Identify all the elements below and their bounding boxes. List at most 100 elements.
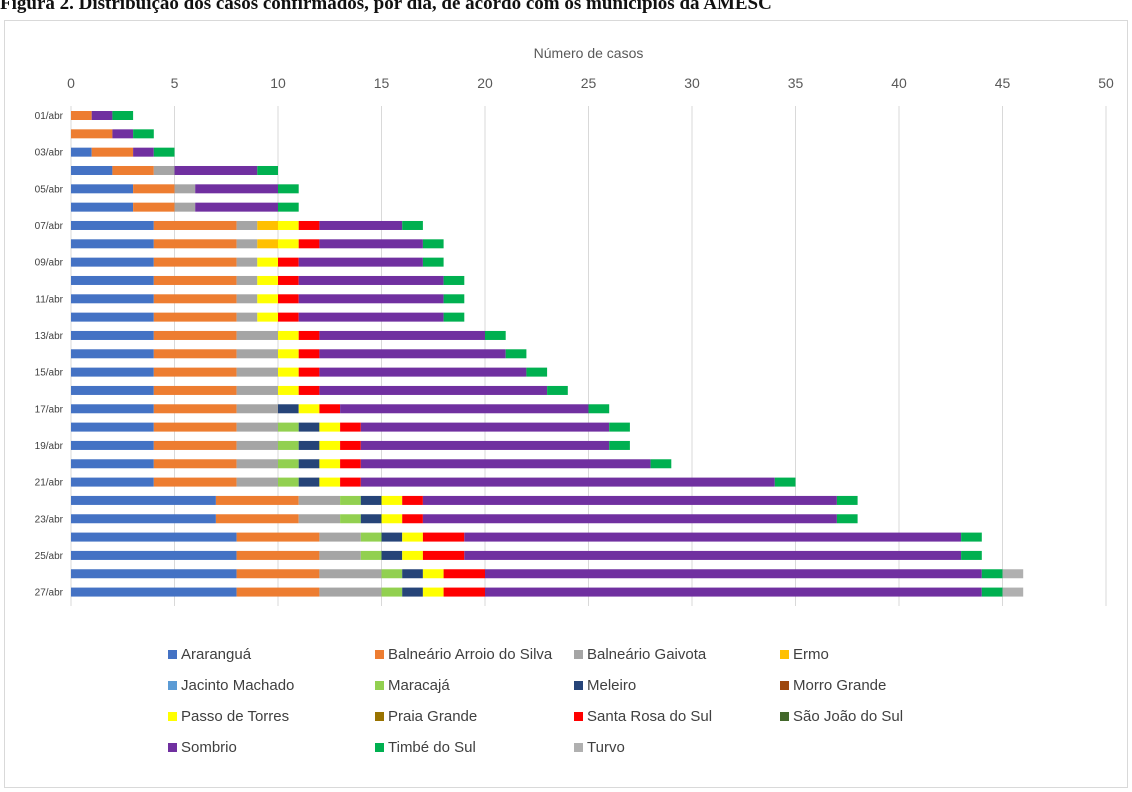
bar-segment [340,440,361,450]
bar-segment [319,349,506,359]
bar-segment [422,239,444,249]
bar-segment [298,312,444,322]
legend-swatch [168,742,177,752]
bar-segment [236,532,320,542]
bar-segment [278,477,299,487]
bar-segment [278,294,299,304]
legend-swatch [168,649,177,659]
legend-item: Ermo [780,644,829,664]
bar-segment [71,184,134,194]
bar-segment [340,404,589,414]
bar-segment [236,459,278,469]
bar-segment [836,514,858,524]
bar-segment [153,294,237,304]
figure-title: Figura 2. Distribuição dos casos confirm… [0,0,772,14]
bar-segment [422,495,837,505]
bar-segment [278,330,299,340]
x-tick-label: 10 [270,75,286,91]
bar-segment [71,404,154,414]
legend-item: Maracajá [375,675,450,695]
bar-segment [236,275,258,285]
bar-segment [360,514,382,524]
legend-swatch [780,680,789,690]
bar-segment [278,202,299,212]
bar-segment [174,184,196,194]
legend-label: Timbé do Sul [388,738,476,756]
bar-segment [257,275,278,285]
bar-segment [153,312,237,322]
bar-segment [443,587,485,597]
bar-segment [91,111,113,120]
bar-segment [774,477,796,487]
legend-swatch [574,649,583,659]
bar-segment [71,111,92,120]
bar-segment [133,184,175,194]
bar-segment [71,202,134,212]
x-tick-label: 15 [374,75,390,91]
bar-segment [526,367,548,377]
bar-segment [298,514,341,524]
bar-segment [340,514,361,524]
y-category-label: 03/abr [35,148,64,159]
bar-segment [236,349,278,359]
bar-segment [278,312,299,322]
legend-item: Jacinto Machado [168,675,294,695]
legend-item: Morro Grande [780,675,886,695]
legend-label: Jacinto Machado [181,676,295,694]
bar-segment [422,257,444,267]
bar-segment [278,349,299,359]
bar-segment [402,220,423,230]
y-category-label: 09/abr [35,258,64,269]
legend-label: Santa Rosa do Sul [587,707,713,725]
legend-swatch [375,711,384,721]
bar-segment [71,569,237,579]
bar-segment [298,367,320,377]
bar-segment [215,514,299,524]
bar-segment [153,257,237,267]
bar-segment [485,587,982,597]
legend-swatch [780,711,789,721]
bar-segment [319,239,423,249]
bar-segment [443,294,465,304]
bar-segment [505,349,527,359]
bar-segment [319,367,527,377]
bar-segment [278,184,299,194]
bar-segment [402,532,423,542]
bar-segment [236,294,258,304]
bar-segment [71,459,154,469]
bar-segment [257,312,278,322]
legend-label: Maracajá [388,676,450,694]
bar-segment [319,220,403,230]
legend-item: Balneário Arroio do Silva [375,644,552,664]
bar-segment [71,275,154,285]
bar-segment [236,422,278,432]
bar-segment [360,477,775,487]
bar-segment [153,147,175,157]
bar-segment [381,587,403,597]
bar-segment [1002,587,1024,597]
bar-segment [153,422,237,432]
bar-segment [464,550,962,560]
legend-swatch [168,680,177,690]
bar-segment [319,385,548,395]
bar-segment [402,550,423,560]
bar-segment [319,550,361,560]
y-category-label: 19/abr [35,441,64,452]
bar-segment [71,587,237,597]
legend-swatch [375,649,384,659]
x-tick-label: 30 [684,75,700,91]
bar-segment [298,440,320,450]
y-category-label: 13/abr [35,331,64,342]
bar-segment [443,312,465,322]
bar-segment [153,349,237,359]
bar-segment [153,220,237,230]
bar-segment [961,532,982,542]
x-tick-label: 35 [788,75,804,91]
bar-segment [153,330,237,340]
bar-segment [91,147,134,157]
bar-segment [298,385,320,395]
bar-segment [71,239,154,249]
y-axis-categories: 01/abr 03/abr 05/abr 07/abr 09/abr 11/abr 13/a… [35,111,64,599]
bar-segment [71,129,113,139]
bar-segment [236,404,278,414]
